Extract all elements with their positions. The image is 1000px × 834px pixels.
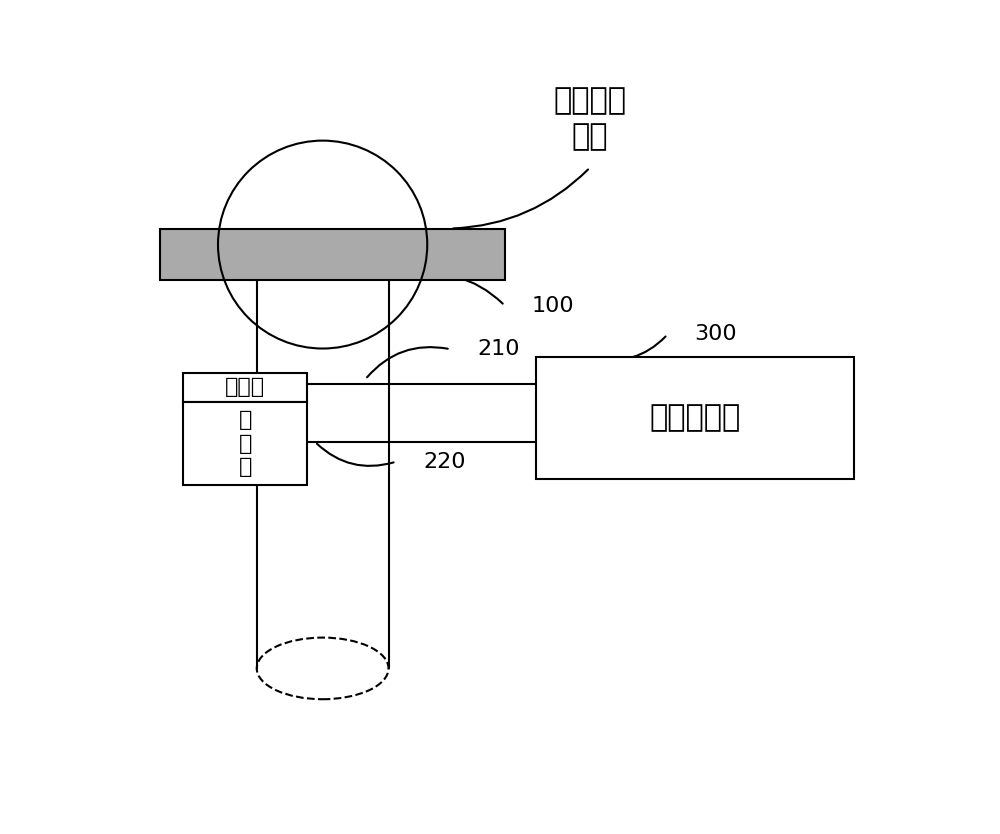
Text: 应变片: 应变片	[225, 378, 265, 398]
Text: 100: 100	[532, 295, 574, 315]
Bar	[183, 402, 307, 485]
Text: 300: 300	[695, 324, 737, 344]
Text: 应
变
片: 应 变 片	[238, 410, 252, 477]
Bar	[536, 357, 854, 479]
Bar	[183, 373, 307, 402]
Text: 应变分析仪: 应变分析仪	[649, 404, 740, 433]
Bar	[160, 229, 505, 280]
Text: 输电铁塔
模型: 输电铁塔 模型	[554, 87, 626, 152]
Text: 220: 220	[423, 452, 466, 472]
Text: 210: 210	[478, 339, 520, 359]
